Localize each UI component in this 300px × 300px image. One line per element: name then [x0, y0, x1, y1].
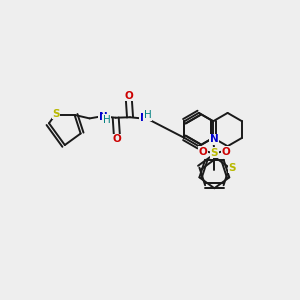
- Text: N: N: [99, 112, 107, 122]
- Text: O: O: [112, 134, 121, 144]
- Text: H: H: [144, 110, 152, 120]
- Text: S: S: [52, 109, 60, 119]
- Text: H: H: [103, 115, 111, 124]
- Text: N: N: [210, 134, 219, 144]
- Text: O: O: [221, 147, 230, 157]
- Text: S: S: [211, 148, 218, 158]
- Text: N: N: [140, 113, 148, 123]
- Text: O: O: [124, 91, 133, 101]
- Text: O: O: [198, 147, 207, 157]
- Text: S: S: [228, 163, 236, 173]
